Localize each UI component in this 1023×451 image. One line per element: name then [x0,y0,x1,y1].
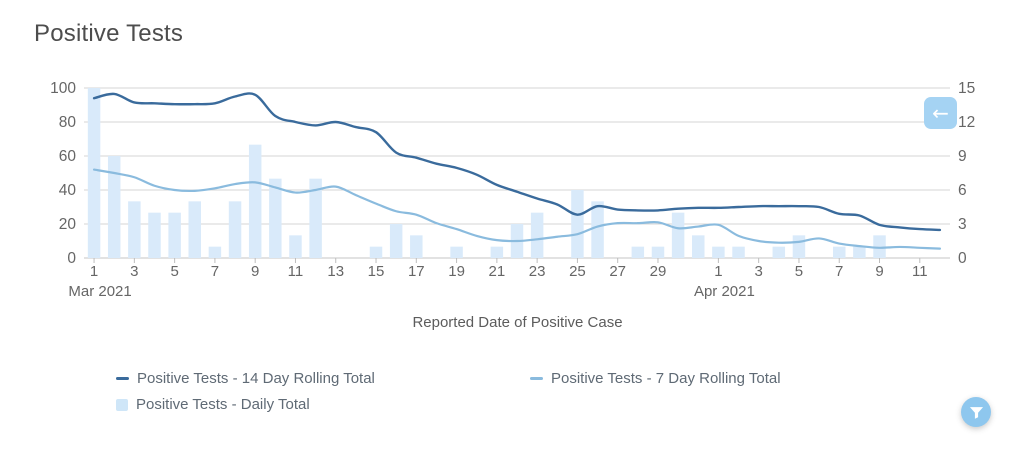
x-axis-tick-label: 17 [408,263,425,280]
bar-daily-total[interactable] [87,88,101,258]
left-axis-tick-label: 100 [50,80,76,97]
x-axis-tick-label: 29 [650,263,667,280]
bar-daily-total[interactable] [107,156,121,258]
page-title: Positive Tests [34,20,184,47]
line-14day-rolling-total [92,92,942,232]
bar-daily-total[interactable] [309,178,322,258]
bar-daily-total[interactable] [289,235,302,258]
bar-daily-total[interactable] [692,235,705,258]
bar-daily-total[interactable] [128,201,141,258]
legend-label-7day: Positive Tests - 7 Day Rolling Total [551,370,781,387]
x-axis-month-label: Mar 2021 [68,283,131,300]
x-axis-tick-label: 5 [795,263,803,280]
legend-item-14day-rolling[interactable]: Positive Tests - 14 Day Rolling Total [116,370,530,387]
legend-swatch-7day-line [530,377,543,380]
x-axis-tick-label: 3 [755,263,763,280]
x-axis-tick-label: 7 [211,263,219,280]
right-axis-tick-label: 6 [958,182,967,199]
bar-daily-total[interactable] [853,246,866,258]
bar-daily-total[interactable] [651,246,665,258]
bar-daily-total[interactable] [369,246,383,258]
bar-daily-total[interactable] [228,201,242,258]
bar-daily-total[interactable] [450,246,463,258]
bar-daily-total[interactable] [732,246,745,258]
x-axis-tick-label: 21 [489,263,506,280]
right-axis-tick-label: 3 [958,216,967,233]
x-axis-tick-label: 7 [835,263,843,280]
x-axis-tick-label: 19 [448,263,465,280]
filter-funnel-icon [969,406,983,419]
x-axis-month-label: Apr 2021 [694,283,755,300]
left-axis-tick-label: 80 [59,114,77,131]
x-axis-tick-label: 3 [130,263,138,280]
bar-daily-total[interactable] [530,212,544,258]
x-axis-tick-label: 15 [368,263,385,280]
x-axis-tick-label: 23 [529,263,546,280]
left-axis-tick-label: 0 [67,250,76,267]
filter-button[interactable] [961,397,991,427]
left-axis-tick-label: 40 [59,182,77,199]
bar-daily-total[interactable] [712,246,725,258]
legend-label-14day: Positive Tests - 14 Day Rolling Total [137,370,375,387]
legend-item-7day-rolling[interactable]: Positive Tests - 7 Day Rolling Total [530,370,916,387]
bar-daily-total[interactable] [571,190,584,258]
x-axis-tick-label: 5 [170,263,178,280]
right-axis-tick-label: 12 [958,114,975,131]
right-axis-tick-label: 9 [958,148,967,165]
bar-daily-total[interactable] [631,246,645,258]
bar-daily-total[interactable] [671,212,685,258]
legend: Positive Tests - 14 Day Rolling Total Po… [116,370,916,413]
x-axis-tick-label: 27 [609,263,626,280]
left-axis-tick-label: 60 [59,148,77,165]
line-7day-rolling-total [92,168,942,250]
bar-daily-total[interactable] [792,235,806,258]
legend-item-daily-total[interactable]: Positive Tests - Daily Total [116,396,530,413]
right-axis-tick-label: 15 [958,80,975,97]
bar-daily-total[interactable] [410,235,423,258]
bar-daily-total[interactable] [168,212,181,258]
bar-daily-total[interactable] [208,246,222,258]
bar-daily-total[interactable] [832,246,846,258]
bar-daily-total[interactable] [490,246,504,258]
x-axis-tick-label: 11 [912,263,928,280]
legend-swatch-14day-line [116,377,129,380]
left-axis-tick-label: 20 [59,216,77,233]
bar-daily-total[interactable] [188,201,202,258]
x-axis-tick-label: 11 [288,263,304,280]
collapse-panel-button[interactable]: ← [924,97,957,129]
bar-daily-total[interactable] [772,246,786,258]
bar-daily-total[interactable] [873,235,886,258]
bar-daily-total[interactable] [269,178,282,258]
bar-daily-total[interactable] [148,212,161,258]
legend-swatch-daily-square [116,398,128,411]
x-axis-tick-label: 9 [875,263,883,280]
left-arrow-icon: ← [932,101,949,125]
right-axis-tick-label: 0 [958,250,967,267]
x-axis-title: Reported Date of Positive Case [412,314,623,331]
legend-label-daily: Positive Tests - Daily Total [136,396,310,413]
x-axis-tick-label: 1 [90,263,98,280]
x-axis-tick-label: 9 [251,263,259,280]
bar-daily-total[interactable] [248,144,262,258]
x-axis-tick-label: 1 [714,263,722,280]
bar-daily-total[interactable] [591,201,604,258]
x-axis-tick-label: 13 [327,263,344,280]
x-axis-tick-label: 25 [569,263,586,280]
bar-daily-total[interactable] [389,224,403,258]
